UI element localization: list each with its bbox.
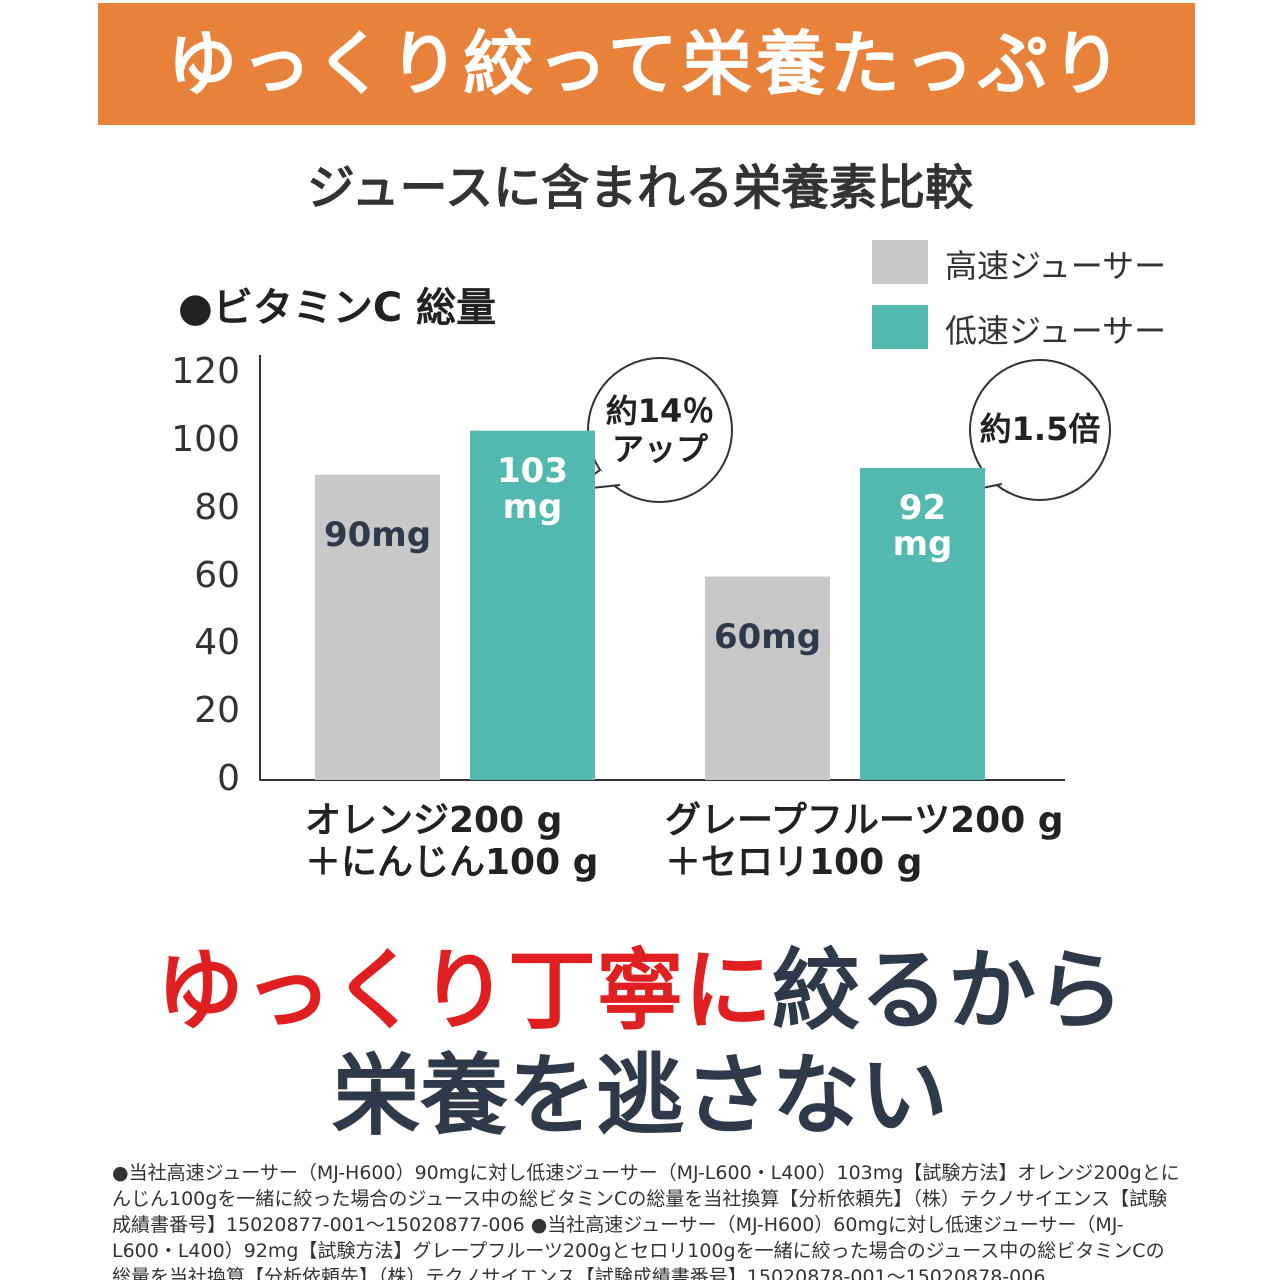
data-label: 60mg [713, 616, 822, 657]
y-tick-label: 0 [217, 758, 240, 799]
x-tick-label: オレンジ200 g ＋にんじん100 g [305, 800, 599, 883]
data-label: 90mg [323, 514, 432, 555]
bar [470, 430, 595, 780]
legend-label: 高速ジューサー [945, 247, 1167, 285]
legend-swatch [872, 240, 928, 284]
banner: ゆっくり絞って栄養たっぷり [98, 3, 1195, 125]
annotation: 約14％ アップ [605, 392, 715, 468]
bar [315, 474, 440, 780]
y-tick-label: 40 [194, 622, 240, 664]
headline: ゆっくり丁寧に絞るから [0, 920, 1280, 1047]
bar [860, 467, 985, 780]
y-tick-label: 120 [171, 351, 240, 392]
legend-label: 低速ジューサー [945, 312, 1167, 350]
y-tick-label: 100 [171, 418, 240, 460]
headline: 栄養を逃さない [331, 1044, 948, 1147]
legend-swatch [872, 305, 928, 349]
headline-emphasis: ゆっくり丁寧に [155, 939, 772, 1042]
x-tick-label: グレープフルーツ200 g ＋セロリ100 g [665, 800, 1064, 883]
data-label: 103 mg [497, 450, 568, 527]
footnote: ●当社高速ジューサー（MJ-H600）90mgに対し低速ジューサー（MJ-L60… [112, 1162, 1180, 1280]
subtitle: ジュースに含まれる栄養素比較 [306, 160, 974, 216]
y-tick-label: 20 [194, 690, 240, 732]
data-label: 92 mg [892, 487, 953, 564]
chart-title: ●ビタミンC 総量 [178, 285, 497, 331]
callout-bubble [969, 359, 1111, 501]
y-tick-label: 80 [194, 486, 240, 528]
callout-bubble [587, 357, 733, 503]
y-tick-label: 60 [194, 554, 240, 596]
bar [705, 576, 830, 780]
headline-rest: 絞るから [772, 939, 1125, 1042]
annotation: 約1.5倍 [979, 410, 1101, 448]
